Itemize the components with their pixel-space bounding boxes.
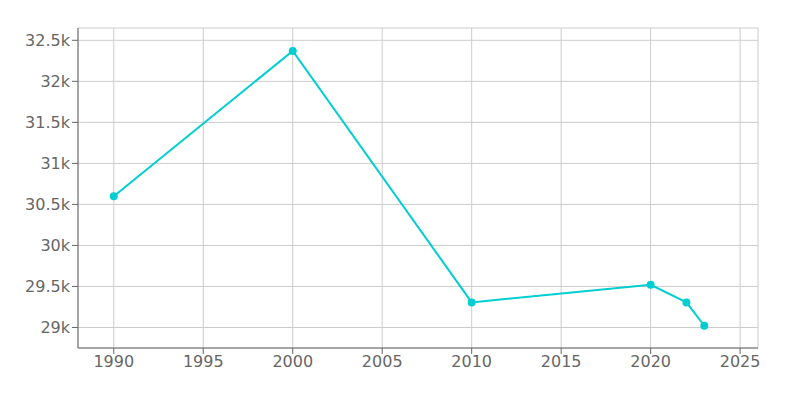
svg-text:32k: 32k xyxy=(40,72,70,91)
svg-text:29.5k: 29.5k xyxy=(25,277,71,296)
svg-text:1995: 1995 xyxy=(183,352,224,371)
svg-text:2020: 2020 xyxy=(630,352,671,371)
svg-text:1990: 1990 xyxy=(93,352,134,371)
svg-text:2000: 2000 xyxy=(272,352,313,371)
svg-text:2010: 2010 xyxy=(451,352,492,371)
svg-text:30k: 30k xyxy=(40,236,70,255)
svg-text:29k: 29k xyxy=(40,318,70,337)
svg-text:31k: 31k xyxy=(40,154,70,173)
svg-text:31.5k: 31.5k xyxy=(25,113,71,132)
svg-text:2015: 2015 xyxy=(541,352,582,371)
svg-text:2025: 2025 xyxy=(720,352,761,371)
svg-text:2005: 2005 xyxy=(362,352,403,371)
svg-text:32.5k: 32.5k xyxy=(25,31,71,50)
svg-text:30.5k: 30.5k xyxy=(25,195,71,214)
